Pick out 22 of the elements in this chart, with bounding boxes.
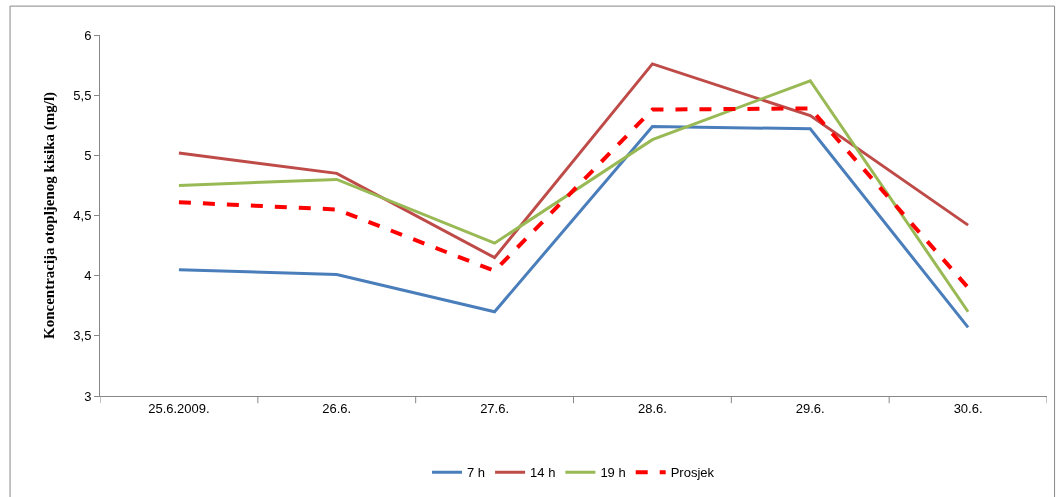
line-series [177, 124, 970, 329]
x-tick-label: 26.6. [322, 400, 352, 416]
y-tick-label: 5 [84, 147, 92, 163]
y-tick-label: 3,5 [73, 328, 92, 344]
legend-label: 19 h [600, 465, 626, 481]
y-axis-title: Koncentracija otopljenog kisika (mg/l) [40, 91, 58, 340]
legend-label: 14 h [530, 465, 556, 481]
legend-label: Prosjek [670, 465, 715, 481]
y-tick-label: 5,5 [73, 87, 92, 103]
line-series [177, 79, 970, 314]
x-tick-label: 30.6. [953, 400, 983, 416]
line-series [177, 62, 970, 260]
y-tick-label: 6 [84, 27, 92, 43]
x-tick-label: 27.6. [480, 400, 510, 416]
y-tick-label: 4 [84, 268, 92, 284]
x-tick-label: 28.6. [637, 400, 667, 416]
legend-label: 7 h [467, 465, 486, 481]
x-tick-label: 29.6. [795, 400, 825, 416]
line-series [176, 106, 971, 290]
y-tick-label: 3 [84, 388, 92, 404]
y-tick-label: 4,5 [73, 208, 92, 224]
x-tick-label: 25.6.2009. [148, 400, 210, 416]
